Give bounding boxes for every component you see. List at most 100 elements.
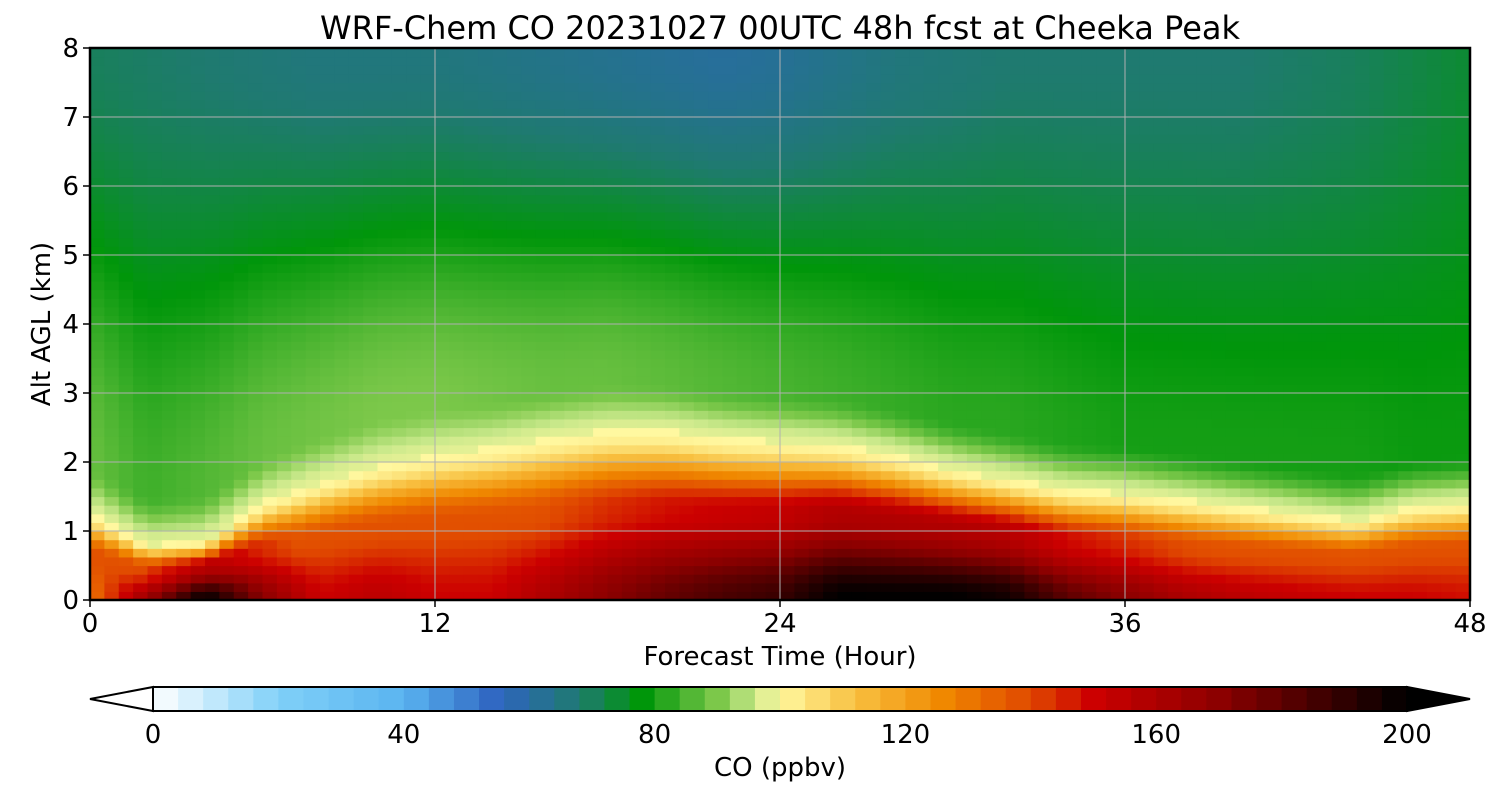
- heatmap-cell: [391, 324, 407, 334]
- heatmap-cell: [564, 194, 580, 204]
- heatmap-cell: [262, 332, 278, 342]
- heatmap-cell: [248, 134, 264, 144]
- heatmap-cell: [377, 168, 393, 178]
- heatmap-cell: [118, 246, 134, 256]
- heatmap-cell: [219, 375, 235, 385]
- heatmap-cell: [722, 470, 738, 480]
- heatmap-cell: [607, 255, 623, 265]
- heatmap-cell: [981, 401, 997, 411]
- heatmap-cell: [1110, 142, 1126, 153]
- heatmap-cell: [262, 539, 278, 549]
- heatmap-cell: [104, 194, 120, 204]
- heatmap-cell: [291, 531, 307, 541]
- heatmap-cell: [1110, 436, 1126, 446]
- heatmap-cell: [291, 462, 307, 472]
- heatmap-cell: [1125, 229, 1140, 239]
- heatmap-cell: [578, 160, 594, 170]
- heatmap-cell: [923, 436, 939, 446]
- heatmap-cell: [233, 470, 249, 480]
- heatmap-cell: [535, 255, 551, 265]
- heatmap-cell: [650, 272, 666, 282]
- heatmap-cell: [751, 522, 767, 532]
- heatmap-cell: [133, 73, 149, 84]
- heatmap-cell: [578, 82, 594, 92]
- heatmap-cell: [291, 401, 307, 411]
- heatmap-cell: [276, 177, 292, 187]
- heatmap-cell: [348, 263, 364, 273]
- heatmap-cell: [808, 349, 824, 360]
- heatmap-cell: [1067, 280, 1083, 291]
- heatmap-cell: [320, 99, 335, 109]
- heatmap-cell: [1010, 487, 1025, 498]
- heatmap-cell: [291, 134, 307, 144]
- heatmap-cell: [1081, 237, 1097, 247]
- heatmap-cell: [780, 220, 795, 230]
- heatmap-cell: [650, 151, 666, 161]
- heatmap-cell: [291, 56, 307, 66]
- heatmap-cell: [1125, 203, 1140, 213]
- heatmap-cell: [176, 99, 192, 109]
- heatmap-cell: [535, 324, 551, 334]
- heatmap-cell: [895, 220, 910, 230]
- heatmap-cell: [190, 410, 206, 420]
- heatmap-cell: [880, 444, 896, 454]
- heatmap-cell: [923, 565, 939, 575]
- heatmap-cell: [636, 591, 652, 601]
- heatmap-cell: [521, 591, 537, 601]
- heatmap-cell: [1168, 255, 1184, 265]
- heatmap-cell: [708, 177, 724, 187]
- heatmap-cell: [866, 237, 882, 247]
- heatmap-cell: [190, 444, 206, 454]
- heatmap-cell: [736, 263, 752, 273]
- heatmap-cell: [1067, 177, 1083, 187]
- heatmap-cell: [391, 505, 407, 515]
- heatmap-cell: [851, 48, 867, 58]
- heatmap-cell: [722, 125, 738, 135]
- heatmap-cell: [320, 418, 335, 429]
- heatmap-cell: [736, 531, 752, 541]
- heatmap-cell: [895, 151, 910, 161]
- heatmap-cell: [406, 444, 422, 454]
- heatmap-cell: [391, 108, 407, 118]
- heatmap-cell: [564, 48, 580, 58]
- heatmap-cell: [593, 556, 609, 567]
- heatmap-cell: [190, 513, 206, 523]
- heatmap-cell: [348, 142, 364, 153]
- heatmap-cell: [176, 229, 192, 239]
- heatmap-cell: [492, 462, 508, 472]
- heatmap-cell: [650, 556, 666, 567]
- heatmap-cell: [636, 203, 652, 213]
- heatmap-cell: [320, 82, 335, 92]
- heatmap-cell: [578, 444, 594, 454]
- heatmap-cell: [923, 349, 939, 360]
- heatmap-cell: [90, 393, 105, 403]
- heatmap-cell: [161, 496, 177, 506]
- heatmap-cell: [118, 487, 134, 498]
- heatmap-cell: [938, 513, 954, 523]
- heatmap-cell: [305, 194, 321, 204]
- heatmap-cell: [621, 203, 637, 213]
- heatmap-cell: [722, 539, 738, 549]
- heatmap-cell: [780, 375, 795, 385]
- heatmap-cell: [1067, 229, 1083, 239]
- heatmap-cell: [1168, 168, 1184, 178]
- heatmap-cell: [866, 462, 882, 472]
- heatmap-cell: [1182, 117, 1198, 127]
- heatmap-cell: [1110, 194, 1126, 204]
- heatmap-cell: [1024, 505, 1040, 515]
- heatmap-cell: [679, 203, 695, 213]
- heatmap-cell: [1125, 393, 1140, 403]
- heatmap-cell: [736, 565, 752, 575]
- heatmap-cell: [607, 367, 623, 377]
- heatmap-cell: [377, 272, 393, 282]
- heatmap-cell: [1053, 168, 1069, 178]
- heatmap-cell: [1053, 513, 1069, 523]
- heatmap-cell: [1067, 142, 1083, 153]
- heatmap-cell: [535, 436, 551, 446]
- heatmap-cell: [190, 315, 206, 325]
- heatmap-cell: [348, 280, 364, 291]
- heatmap-cell: [406, 134, 422, 144]
- heatmap-cell: [952, 48, 968, 58]
- heatmap-cell: [161, 246, 177, 256]
- heatmap-cell: [880, 470, 896, 480]
